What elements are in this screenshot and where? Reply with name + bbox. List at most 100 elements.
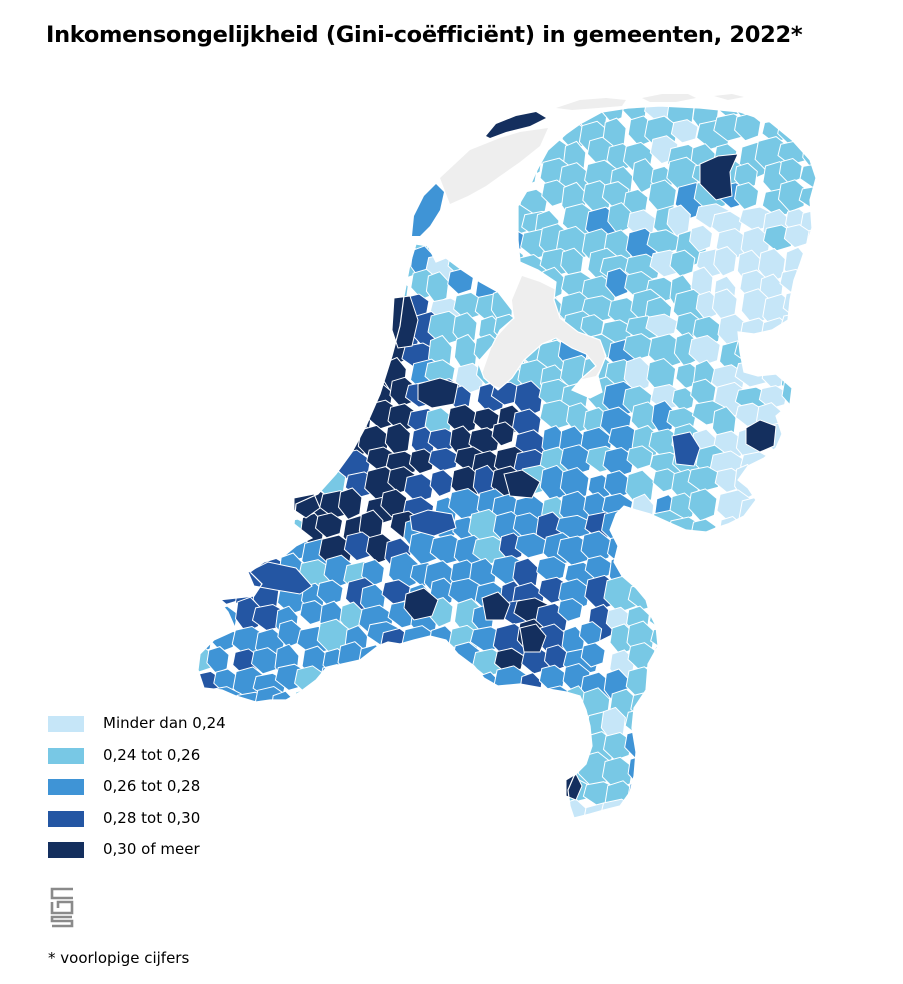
municipality-region (294, 782, 323, 808)
municipality-region (253, 753, 281, 785)
municipality-region (777, 179, 807, 213)
municipality-region (647, 671, 683, 705)
municipality-region (495, 712, 522, 752)
municipality-region (255, 824, 280, 854)
municipality-region (233, 291, 266, 327)
municipality-region (514, 161, 538, 187)
municipality-region (317, 385, 342, 423)
municipality-region (691, 750, 718, 781)
municipality-region (249, 512, 276, 549)
municipality-region (827, 668, 850, 701)
municipality-region (227, 180, 257, 210)
municipality-region (249, 227, 286, 254)
municipality-region (828, 517, 855, 552)
municipality-region (696, 799, 724, 818)
municipality-region (410, 689, 438, 726)
municipality-region (599, 798, 638, 818)
municipality-region (314, 296, 345, 325)
municipality-region (252, 711, 280, 741)
municipality-region (276, 407, 302, 444)
municipality-region (652, 760, 688, 787)
municipality-region (300, 178, 334, 218)
municipality-region (198, 401, 223, 437)
municipality-region (382, 142, 412, 174)
municipality-region (298, 144, 325, 170)
municipality-region (256, 144, 284, 177)
municipality-region (276, 780, 309, 807)
municipality-region (226, 334, 260, 360)
municipality-region (624, 708, 660, 738)
municipality-region (450, 227, 474, 253)
municipality-region (697, 670, 735, 703)
municipality-region (362, 165, 397, 204)
municipality-region (409, 775, 434, 808)
municipality-region (319, 715, 352, 745)
municipality-region (198, 385, 213, 418)
municipality-region (253, 341, 286, 380)
municipality-region (475, 817, 508, 818)
municipality-region (802, 447, 816, 478)
municipality-region (279, 355, 309, 387)
municipality-region (626, 798, 660, 818)
municipality-region (448, 796, 486, 818)
municipality-region (338, 669, 368, 709)
municipality-region (205, 106, 236, 128)
municipality-region (716, 780, 750, 814)
municipality-region (695, 290, 720, 321)
municipality-region (804, 622, 816, 660)
municipality-region (826, 142, 861, 169)
municipality-region (761, 668, 786, 701)
municipality-region (470, 692, 497, 725)
municipality-region (822, 624, 848, 658)
municipality-region (254, 186, 287, 212)
municipality-region (558, 824, 593, 857)
municipality-region (741, 821, 771, 854)
municipality-region (272, 136, 309, 170)
municipality-region (741, 692, 766, 718)
municipality-region (732, 627, 765, 665)
municipality-region (449, 106, 477, 126)
municipality-region (295, 399, 321, 428)
municipality-region (605, 267, 631, 299)
municipality-region (830, 582, 860, 615)
municipality-region (470, 773, 497, 811)
municipality-region (337, 316, 364, 347)
municipality-region (830, 466, 864, 497)
municipality-region (759, 106, 788, 126)
municipality-region (522, 779, 547, 812)
municipality-region (341, 342, 375, 372)
municipality-region (714, 694, 741, 722)
municipality-region (520, 688, 545, 721)
municipality-region (781, 340, 810, 368)
municipality-region (601, 826, 632, 852)
municipality-region (782, 691, 809, 721)
municipality-region (645, 554, 677, 592)
municipality-region (821, 123, 849, 152)
municipality-region (205, 473, 233, 500)
legend-label: 0,28 tot 0,30 (103, 808, 201, 827)
footnote: * voorlopige cijfers (48, 949, 190, 967)
municipality-region (299, 204, 334, 237)
municipality-region (755, 515, 790, 548)
municipality-region (825, 641, 861, 671)
municipality-region (427, 118, 463, 144)
municipality-region (292, 714, 320, 746)
municipality-region (498, 823, 521, 855)
municipality-region (313, 136, 344, 168)
municipality-region (758, 339, 788, 373)
municipality-region (826, 537, 856, 565)
municipality-region (387, 781, 424, 806)
municipality-region (670, 825, 698, 863)
municipality-region (800, 292, 816, 317)
municipality-region (404, 756, 429, 787)
municipality-region (235, 383, 259, 418)
municipality-region (198, 595, 219, 634)
municipality-region (491, 689, 520, 715)
municipality-region (804, 708, 816, 733)
municipality-region (198, 317, 222, 342)
municipality-region (778, 775, 803, 811)
municipality-region (738, 708, 768, 740)
municipality-region (430, 819, 462, 848)
municipality-region (409, 509, 457, 537)
municipality-region (319, 161, 354, 194)
